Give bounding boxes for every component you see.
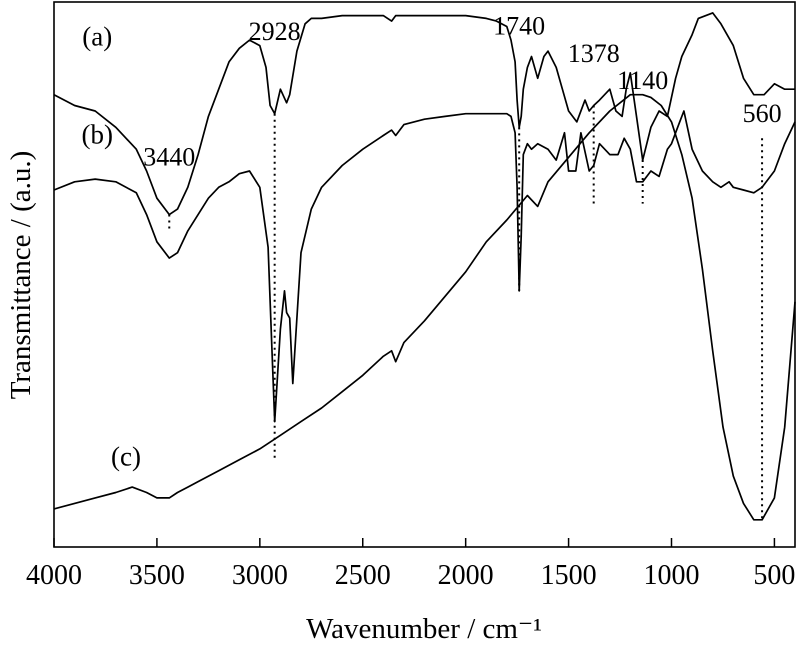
peak-marker-lines	[168, 105, 764, 520]
y-axis-label: Transmittance / (a.u.)	[5, 151, 37, 400]
series-line-3	[53, 93, 796, 521]
x-axis-label: Wavenumber / cm⁻¹	[306, 613, 542, 645]
peak-label-2928: 2928	[249, 17, 301, 46]
curve-label-a: (a)	[82, 22, 112, 52]
peak-label-560: 560	[743, 99, 782, 128]
peak-label-1378: 1378	[568, 39, 620, 68]
plot-frame	[53, 1, 796, 548]
x-tick-label-1500: 1500	[541, 560, 597, 591]
x-tick-label-2000: 2000	[438, 560, 494, 591]
curve-label-c: (c)	[111, 441, 141, 471]
x-tick-label-4000: 4000	[26, 560, 82, 591]
curve-label-b: (b)	[81, 120, 112, 150]
x-tick-label-3500: 3500	[129, 560, 185, 591]
x-axis-ticks: 4000 3500 3000 2500 2000 1500 1000 500	[26, 538, 795, 591]
curve-labels: (a) (b) (c)	[81, 22, 141, 472]
series-line-1	[53, 12, 795, 216]
x-tick-label-3000: 3000	[232, 560, 288, 591]
peak-label-1740: 1740	[493, 12, 545, 41]
x-tick-label-1000: 1000	[644, 560, 700, 591]
spectrum-curves	[53, 12, 796, 521]
x-tick-label-2500: 2500	[335, 560, 391, 591]
x-tick-label-500: 500	[753, 560, 795, 591]
peak-label-1140: 1140	[617, 66, 668, 95]
peak-label-3440: 3440	[143, 143, 195, 172]
